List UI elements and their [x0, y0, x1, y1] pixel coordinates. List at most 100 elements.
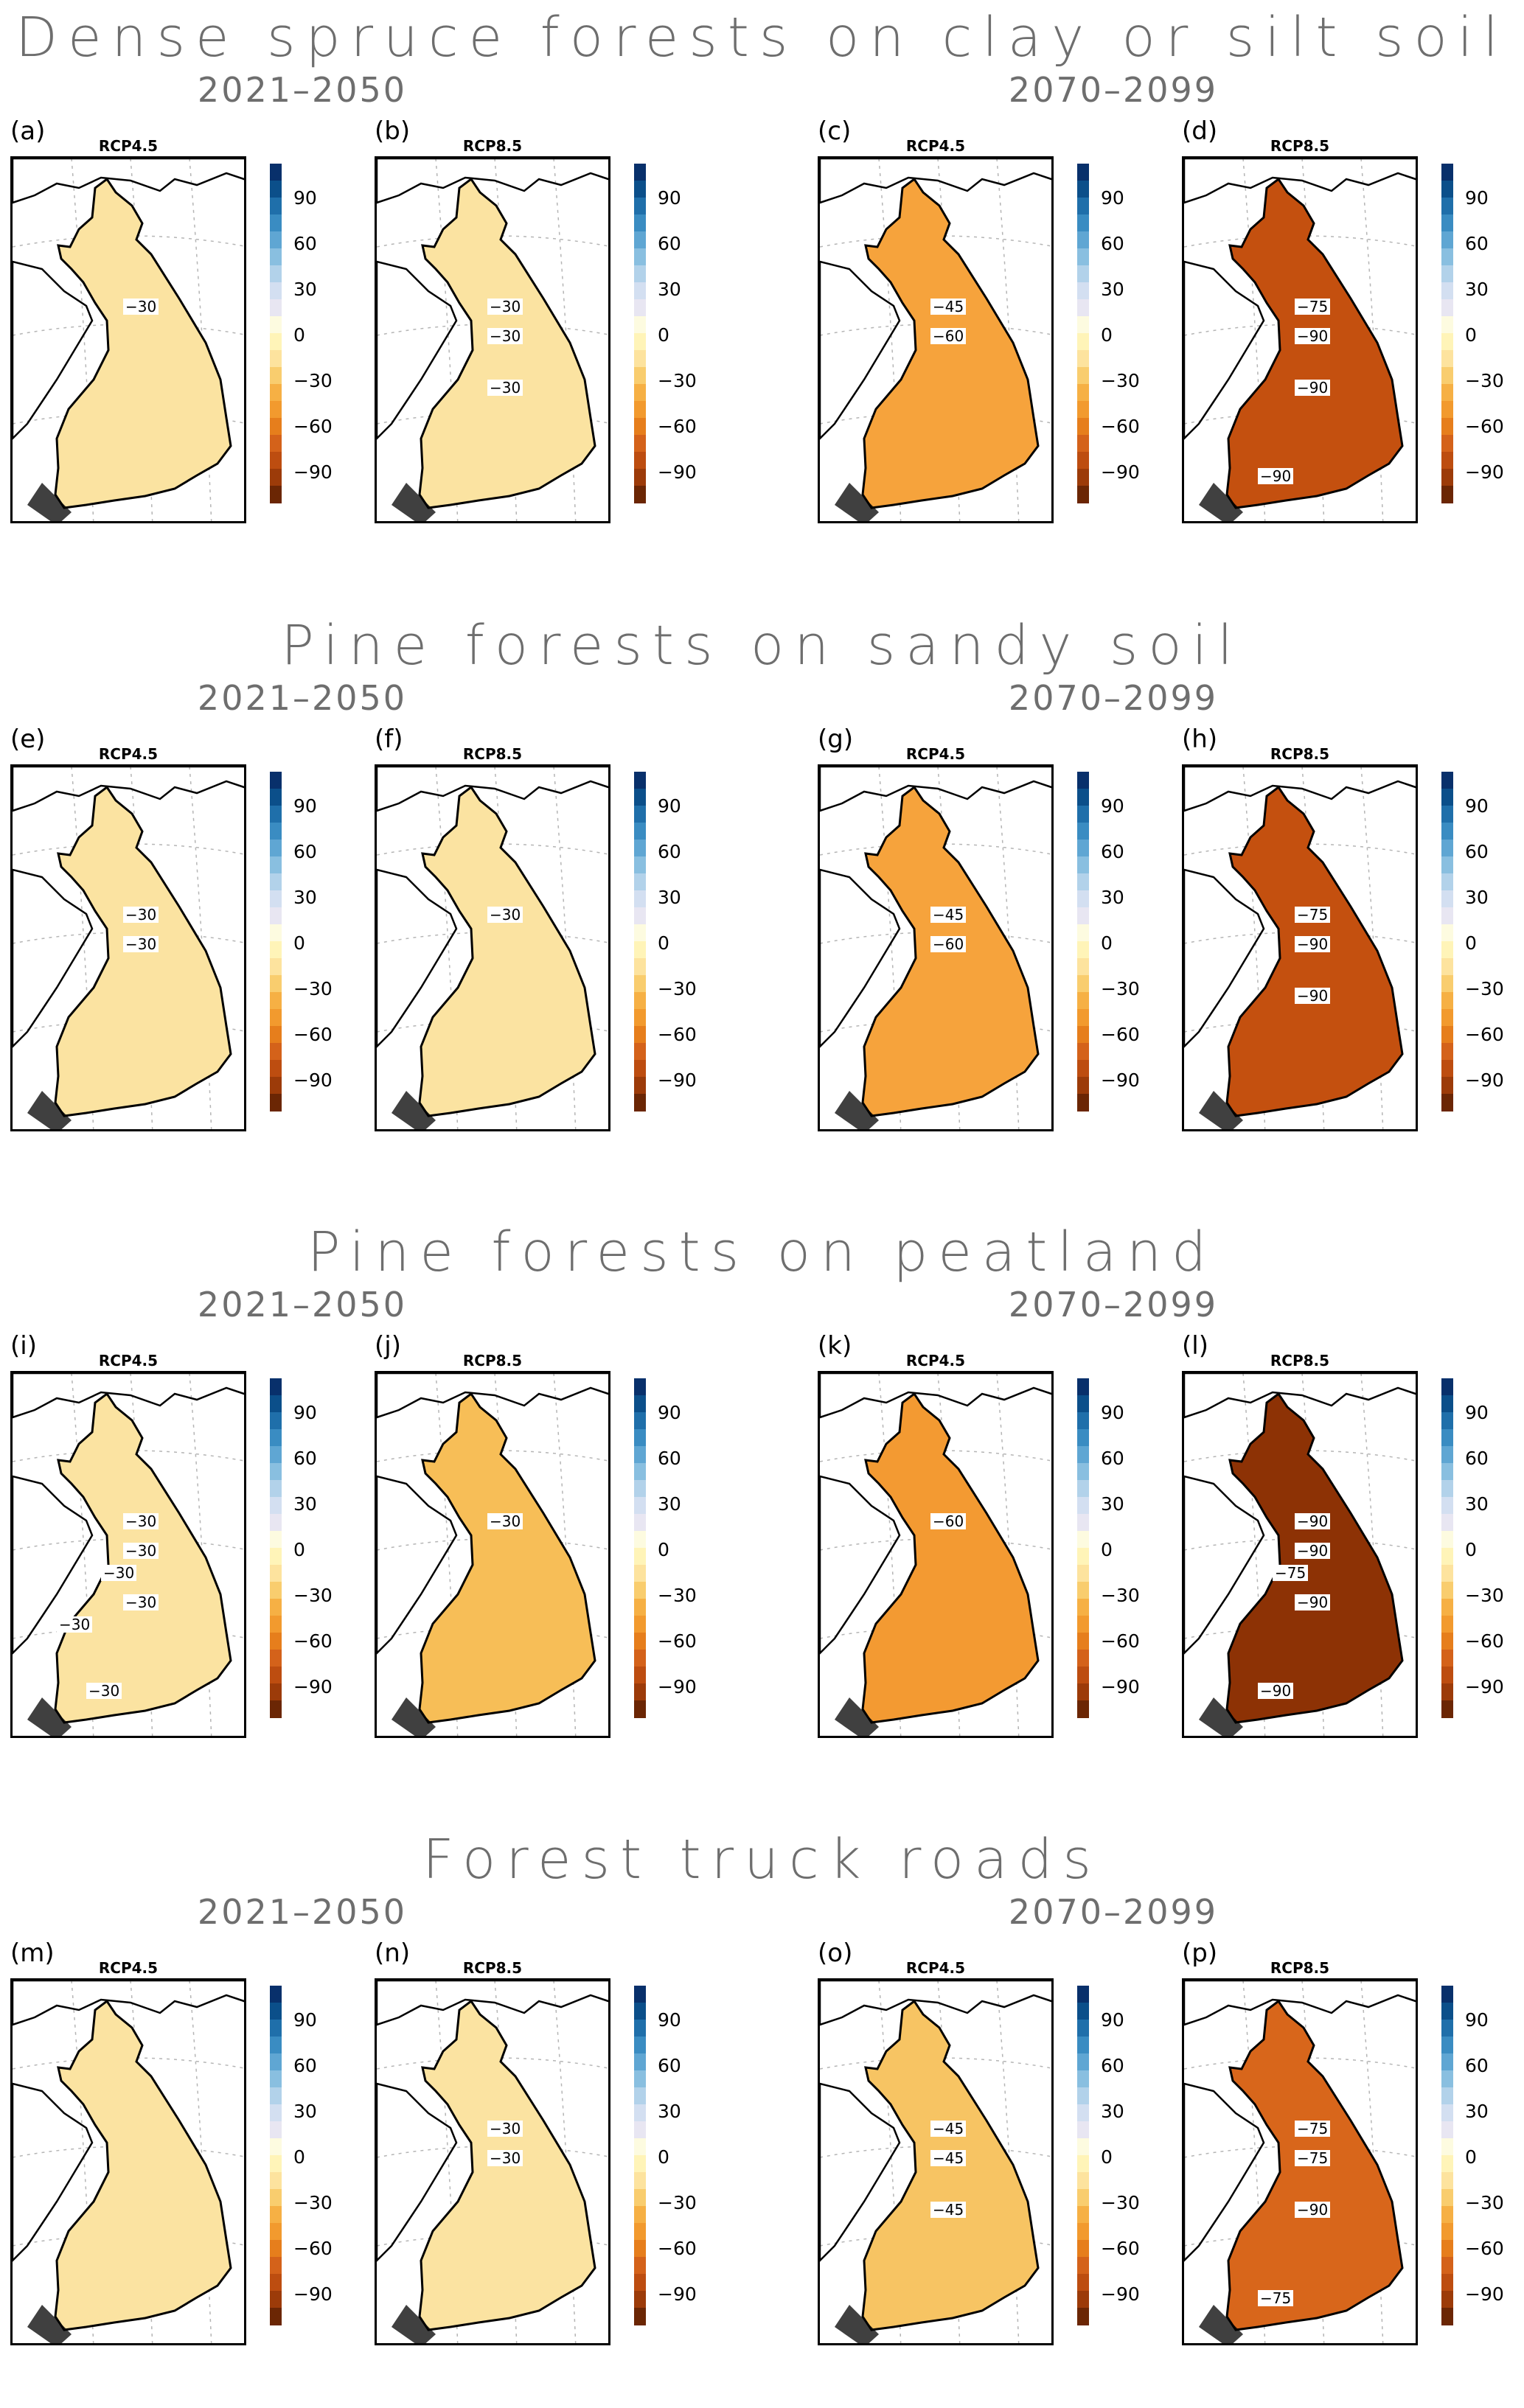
colorbar-segment — [1441, 401, 1453, 419]
contour-label: −30 — [123, 299, 159, 315]
archipelago — [1199, 483, 1243, 521]
colorbar-segment — [1441, 2104, 1453, 2122]
colorbar-tick: −30 — [658, 370, 697, 391]
colorbar-segment — [634, 806, 646, 823]
colorbar-segment — [1441, 181, 1453, 198]
colorbar-segment — [270, 2104, 282, 2122]
colorbar-segment — [1077, 1986, 1089, 2003]
colorbar-segment — [270, 1633, 282, 1650]
colorbar-tick: 0 — [1465, 932, 1477, 954]
colorbar-tick: 60 — [1101, 233, 1124, 254]
colorbar-tick: 90 — [658, 187, 681, 209]
colorbar-tick: −60 — [1465, 416, 1504, 437]
colorbar-segment — [1441, 2053, 1453, 2071]
colorbar-segment — [1077, 1060, 1089, 1078]
colorbar-tick: −60 — [658, 416, 697, 437]
colorbar-segment — [1077, 1395, 1089, 1413]
colorbar-segment — [1441, 2138, 1453, 2156]
colorbar-tick: −60 — [293, 1024, 333, 1045]
colorbar-tick: 60 — [1465, 2055, 1489, 2076]
colorbar-segment — [634, 1060, 646, 1078]
colorbar-tick: 90 — [658, 1402, 681, 1423]
panel-label: (j) — [375, 1331, 401, 1361]
colorbar-segment — [1441, 367, 1453, 385]
colorbar-segment — [1441, 350, 1453, 368]
period-label: 2021–2050 — [197, 678, 408, 718]
colorbar-tick: 30 — [658, 887, 681, 908]
colorbar-segment — [634, 1531, 646, 1549]
colorbar-segment — [1077, 823, 1089, 840]
colorbar-segment — [634, 231, 646, 249]
colorbar-segment — [1441, 1395, 1453, 1413]
section-title: Pine forests on sandy soil — [281, 614, 1243, 677]
colorbar-segment — [634, 1429, 646, 1447]
colorbar-tick: −90 — [658, 2283, 697, 2305]
colorbar-tick: −90 — [1465, 1069, 1504, 1091]
colorbar-segment — [1077, 1650, 1089, 1667]
colorbar-tick: 0 — [293, 1539, 305, 1560]
colorbar-segment — [634, 164, 646, 181]
colorbar — [1441, 772, 1453, 1111]
colorbar-segment — [270, 772, 282, 789]
colorbar-segment — [270, 1565, 282, 1582]
colorbar-segment — [270, 316, 282, 334]
colorbar-segment — [1441, 890, 1453, 908]
colorbar-segment — [270, 2172, 282, 2190]
colorbar-tick: 30 — [1465, 887, 1489, 908]
colorbar-tick: 60 — [293, 2055, 317, 2076]
colorbar-tick: −60 — [1101, 416, 1140, 437]
colorbar-tick: −90 — [1465, 1676, 1504, 1697]
colorbar-segment — [1441, 856, 1453, 874]
colorbar-segment — [1441, 452, 1453, 470]
colorbar-segment — [270, 1531, 282, 1549]
colorbar-segment — [270, 975, 282, 993]
colorbar-segment — [1077, 1599, 1089, 1616]
panel-label: (e) — [10, 725, 46, 754]
colorbar-segment — [1441, 2087, 1453, 2105]
colorbar-segment — [1077, 2274, 1089, 2292]
contour-label: −75 — [1295, 907, 1331, 923]
colorbar-segment — [270, 486, 282, 503]
colorbar-segment — [1441, 840, 1453, 857]
colorbar-segment — [634, 975, 646, 993]
colorbar-segment — [270, 282, 282, 300]
colorbar-tick: 30 — [1101, 887, 1124, 908]
colorbar-segment — [270, 2206, 282, 2224]
colorbar-segment — [1077, 1429, 1089, 1447]
colorbar-segment — [634, 873, 646, 891]
colorbar-segment — [1077, 772, 1089, 789]
map-panel: −30 −30 −30 −30 −30 −30 — [10, 1371, 246, 1738]
colorbar-segment — [270, 231, 282, 249]
scenario-label: RCP8.5 — [1270, 1352, 1330, 1369]
colorbar-segment — [1441, 1480, 1453, 1498]
finland-map — [377, 767, 608, 1129]
archipelago — [392, 1091, 436, 1129]
colorbar-segment — [1077, 2087, 1089, 2105]
colorbar-segment — [634, 941, 646, 959]
colorbar-tick: −60 — [293, 1630, 333, 1652]
colorbar-segment — [1077, 1043, 1089, 1061]
colorbar-segment — [634, 2172, 646, 2190]
archipelago — [1199, 1091, 1243, 1129]
archipelago — [27, 1091, 72, 1129]
colorbar-segment — [270, 2003, 282, 2020]
colorbar-segment — [270, 350, 282, 368]
colorbar-segment — [634, 823, 646, 840]
colorbar-segment — [1441, 772, 1453, 789]
colorbar-segment — [634, 2155, 646, 2173]
colorbar-segment — [1077, 367, 1089, 385]
colorbar-tick: −60 — [293, 2238, 333, 2259]
colorbar-segment — [1441, 1094, 1453, 1111]
colorbar-tick: −90 — [1101, 1069, 1140, 1091]
sweden-coast — [1184, 2082, 1265, 2262]
colorbar-segment — [270, 1094, 282, 1111]
colorbar-segment — [1441, 1582, 1453, 1599]
colorbar-segment — [1077, 164, 1089, 181]
colorbar-segment — [270, 265, 282, 283]
norway-coast — [377, 767, 608, 812]
scenario-label: RCP8.5 — [462, 137, 523, 155]
colorbar-segment — [634, 2037, 646, 2054]
colorbar-segment — [634, 1412, 646, 1430]
colorbar-segment — [1077, 1480, 1089, 1498]
colorbar-segment — [1441, 1650, 1453, 1667]
